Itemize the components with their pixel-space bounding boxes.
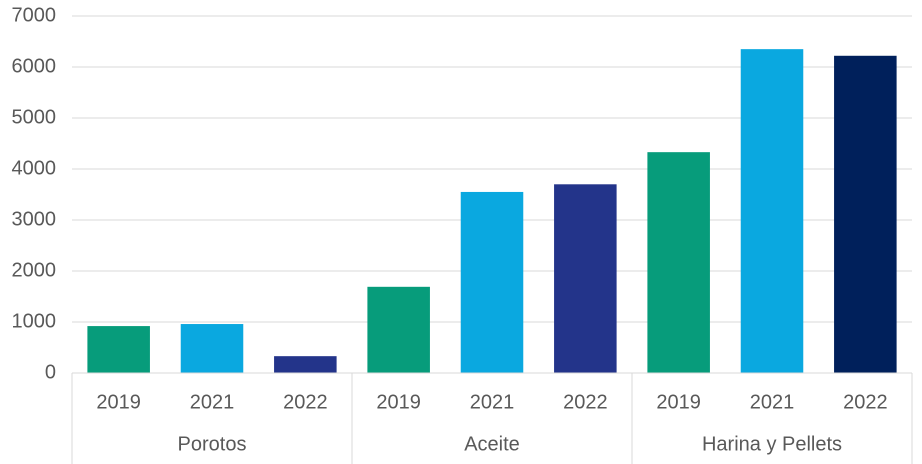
x-tick-label: 2021 [470,391,515,413]
x-tick-label: 2021 [190,391,235,413]
bar [834,55,897,373]
x-tick-label: 2022 [283,391,328,413]
x-tick-label: 2019 [656,391,701,413]
group-label: Aceite [464,433,520,455]
y-tick-label: 0 [45,361,56,383]
bar [87,326,150,373]
y-tick-label: 1000 [12,310,57,332]
group-label: Porotos [178,433,247,455]
x-tick-label: 2019 [96,391,141,413]
bar [274,356,337,373]
bar [460,191,524,373]
y-tick-label: 2000 [12,259,57,281]
group-label: Harina y Pellets [702,433,842,455]
y-tick-label: 7000 [12,4,57,26]
y-tick-label: 4000 [12,157,57,179]
y-tick-label: 6000 [12,55,57,77]
bar [180,324,244,373]
bar [740,49,804,374]
x-tick-label: 2022 [843,391,888,413]
bar [367,286,430,373]
y-tick-label: 3000 [12,208,57,230]
x-tick-label: 2021 [750,391,795,413]
bar [647,152,710,373]
x-tick-label: 2022 [563,391,608,413]
bar [554,184,617,373]
x-tick-label: 2019 [376,391,421,413]
y-tick-label: 5000 [12,106,57,128]
